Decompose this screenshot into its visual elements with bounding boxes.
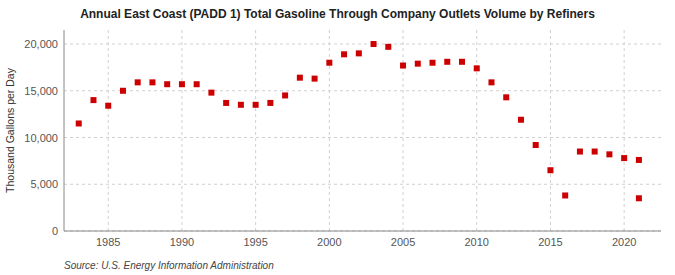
grid [64,30,661,231]
point [503,94,509,100]
x-axis-line [64,231,661,232]
point [149,79,155,85]
y-grid-line [64,90,661,91]
point [474,65,480,71]
point [547,167,553,173]
point [238,102,244,108]
y-grid-line [64,231,661,232]
x-tick-label: 2000 [317,236,341,248]
chart: Annual East Coast (PADD 1) Total Gasolin… [0,0,675,275]
point [194,81,200,87]
point [518,117,524,123]
y-axis-label: Thousand Gallons per Day [4,67,16,193]
y-grid-line [64,137,661,138]
x-tick-label: 2015 [538,236,562,248]
x-tick-label: 2005 [391,236,415,248]
point [223,100,229,106]
x-grid-line [108,30,109,231]
x-grid-line [550,30,551,231]
point [90,97,96,103]
y-tick-label: 20,000 [24,38,58,50]
y-tick-label: 5,000 [30,178,58,190]
point [577,149,583,155]
point [385,44,391,50]
point [208,90,214,96]
y-tick-label: 10,000 [24,132,58,144]
point [636,157,642,163]
title: Annual East Coast (PADD 1) Total Gasolin… [80,7,595,21]
point [282,92,288,98]
point [415,61,421,67]
y-tick-label: 15,000 [24,85,58,97]
x-tick-label: 1990 [170,236,194,248]
y-grid-line [64,44,661,45]
point [135,79,141,85]
point [636,195,642,201]
x-tick-label: 1985 [96,236,120,248]
point [459,59,465,65]
point [267,100,273,106]
x-grid-line [476,30,477,231]
y-axis-line [64,30,65,231]
point [371,41,377,47]
x-grid-line [624,30,625,231]
point [621,155,627,161]
point [356,50,362,56]
point [444,59,450,65]
x-grid-line [181,30,182,231]
point [76,120,82,126]
x-tick-label: 1995 [243,236,267,248]
point [120,88,126,94]
y-grid-line [64,184,661,185]
y-tick-label: 0 [52,225,58,237]
x-tick-label: 2020 [612,236,636,248]
point [592,149,598,155]
point [400,63,406,69]
point [164,81,170,87]
point [253,102,259,108]
point [562,192,568,198]
point [488,79,494,85]
point [297,75,303,81]
source: Source: U.S. Energy Information Administ… [64,260,274,271]
point [326,60,332,66]
x-tick-label: 2010 [464,236,488,248]
point [606,151,612,157]
tick-labels: 0 5,000 10,000 15,000 20,000 1985 1990 1995 2000… [24,38,636,248]
x-grid-line [403,30,404,231]
point [430,60,436,66]
point [312,76,318,82]
point [179,81,185,87]
point [533,142,539,148]
point [105,103,111,109]
point [341,51,347,57]
x-grid-line [255,30,256,231]
points [76,41,642,201]
